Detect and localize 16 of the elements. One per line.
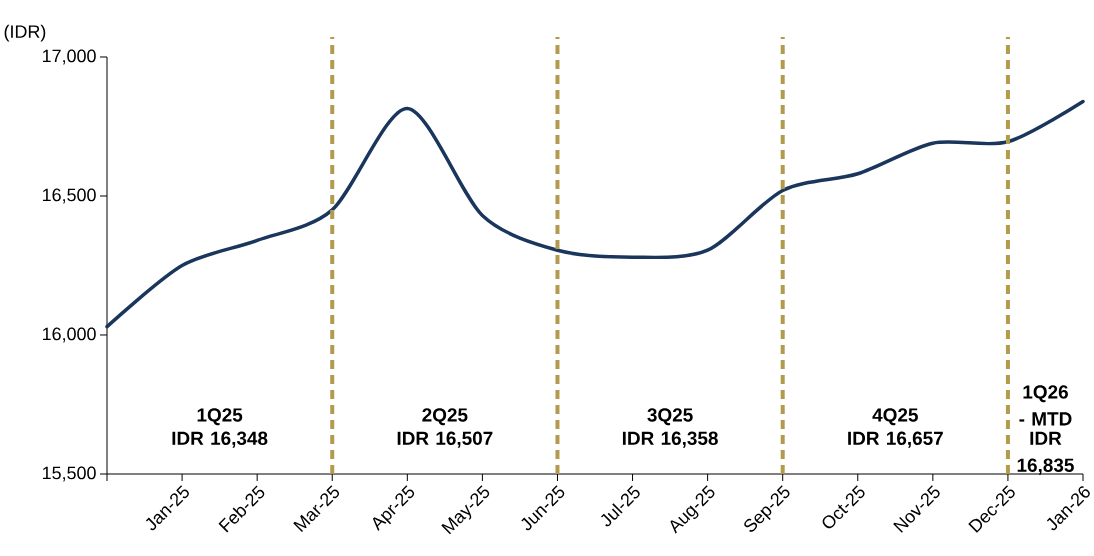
y-tick-label: 15,500 bbox=[42, 466, 96, 482]
y-tick-label: 16,000 bbox=[42, 327, 96, 343]
annotation: IDR 16,358 bbox=[622, 431, 718, 448]
y-tick-label: 16,500 bbox=[42, 188, 96, 204]
annotation: 1Q25 bbox=[197, 408, 243, 426]
y-axis-title: (IDR) bbox=[4, 24, 46, 42]
annotation: IDR 16,835 bbox=[1017, 431, 1074, 475]
annotation: IDR 16,507 bbox=[397, 431, 493, 448]
annotation: 1Q26 - MTD bbox=[1019, 385, 1072, 426]
annotation: IDR 16,348 bbox=[172, 431, 268, 448]
y-tick-label: 17,000 bbox=[42, 49, 96, 65]
annotation: IDR 16,657 bbox=[848, 431, 943, 448]
annotation: 4Q25 bbox=[872, 408, 918, 426]
line-series bbox=[105, 99, 1085, 329]
annotation: 2Q25 bbox=[422, 408, 468, 426]
annotation: 3Q25 bbox=[647, 408, 693, 426]
